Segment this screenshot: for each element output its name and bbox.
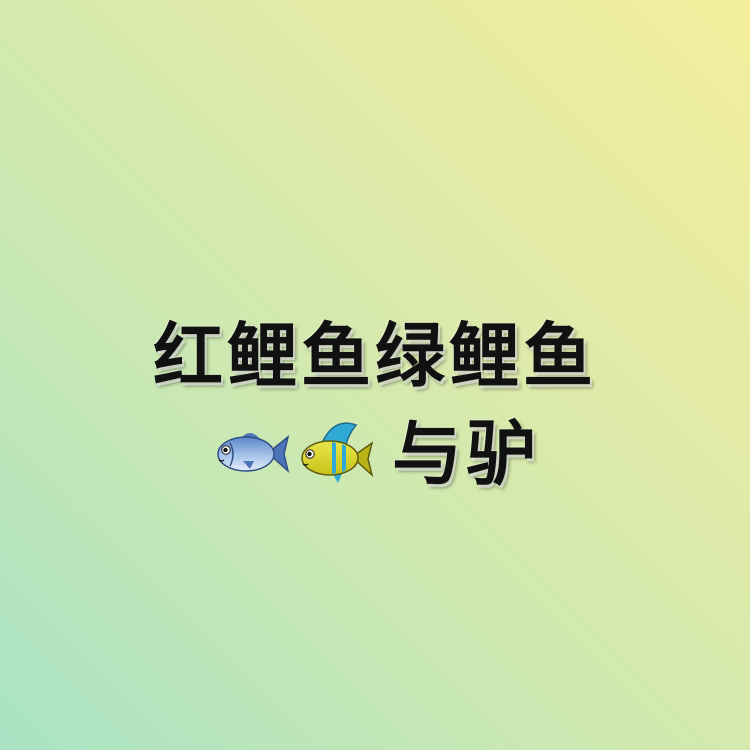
title-line: 红鲤鱼绿鲤鱼 xyxy=(153,315,597,397)
fish-icon xyxy=(217,433,290,474)
tropical-fish-icon xyxy=(301,422,374,483)
subtitle-line: 与驴 xyxy=(0,406,750,502)
title-block: 红鲤鱼绿鲤鱼 xyxy=(0,310,750,502)
donkey-text: 与驴 xyxy=(392,413,540,495)
